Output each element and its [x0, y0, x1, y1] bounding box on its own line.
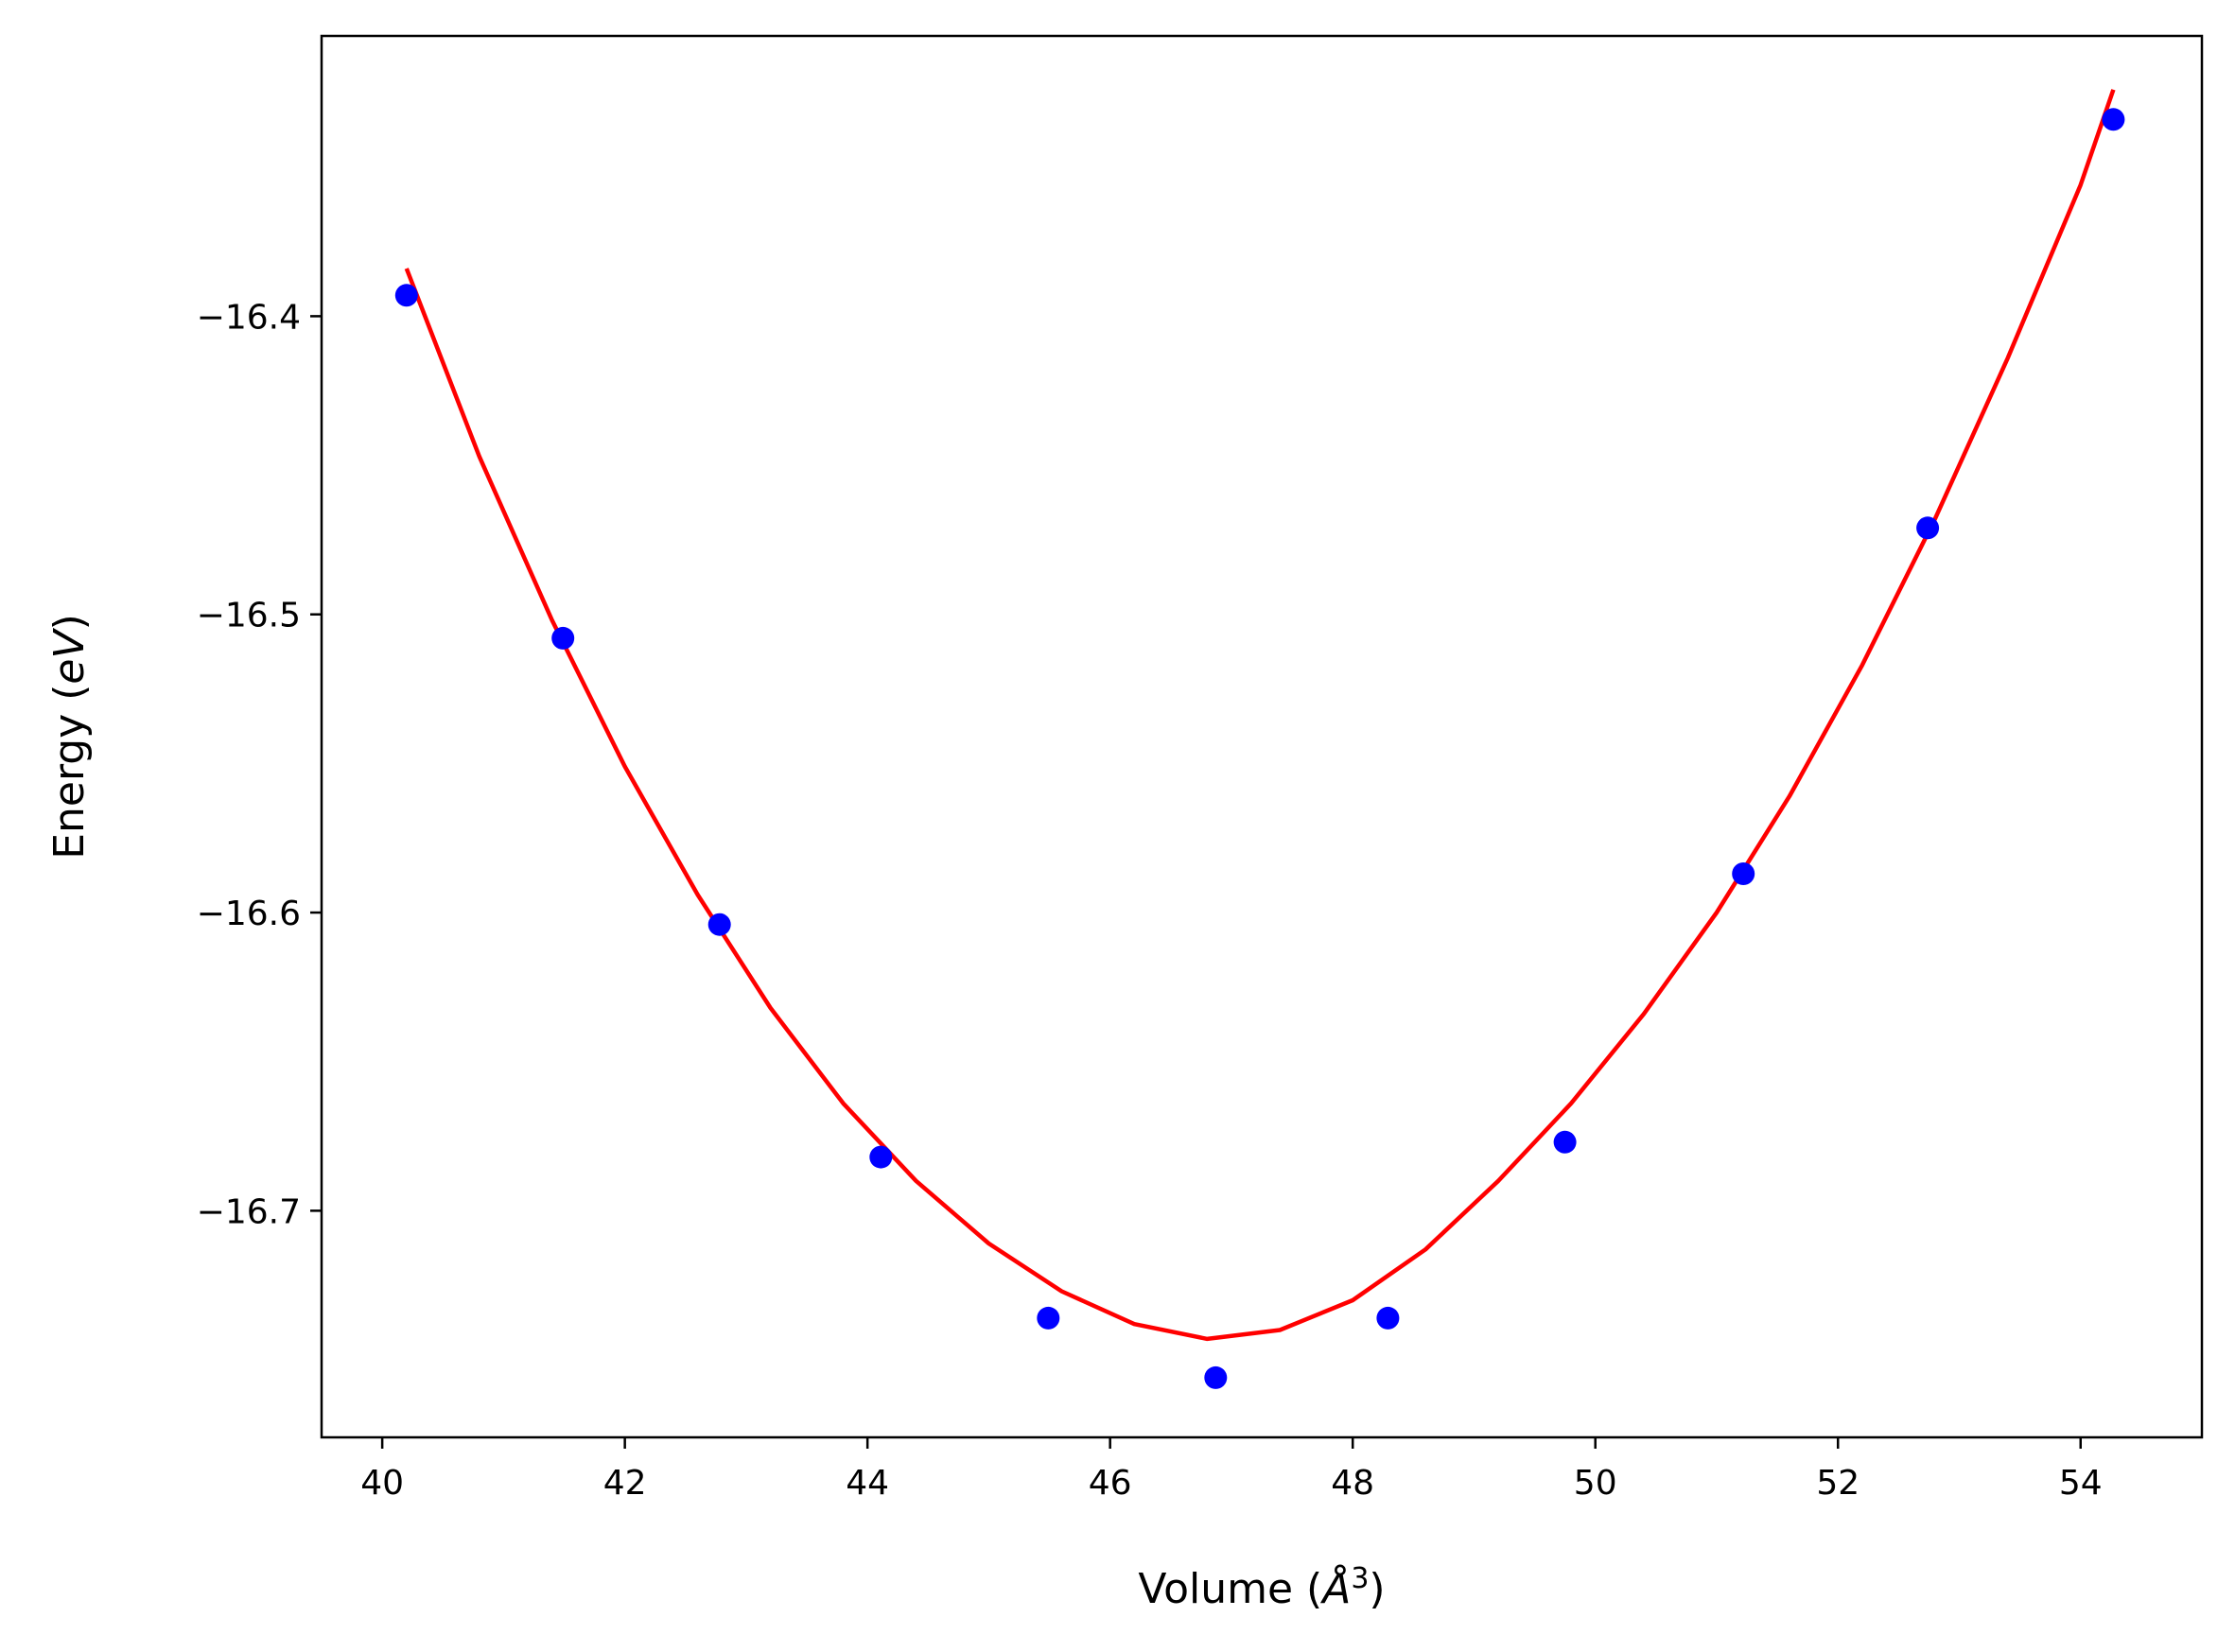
data-point: [394, 284, 418, 307]
x-tick-label: 54: [2059, 1464, 2103, 1503]
data-point: [1376, 1306, 1400, 1330]
y-tick-label: −16.7: [197, 1192, 301, 1231]
plot-frame: [320, 34, 2204, 1439]
y-tick-label: −16.4: [197, 298, 301, 337]
y-tick-label: −16.5: [197, 597, 301, 635]
data-point: [1204, 1365, 1228, 1389]
x-tick-label: 48: [1331, 1464, 1374, 1503]
y-axis-label: Energy (eV): [45, 614, 94, 860]
fit-curve-layer: [404, 89, 2116, 1342]
x-tick-label: 42: [603, 1464, 647, 1503]
data-point: [1916, 516, 1940, 540]
x-tick-label: 44: [846, 1464, 889, 1503]
x-tick-label: 52: [1816, 1464, 1860, 1503]
x-tick-label: 46: [1089, 1464, 1132, 1503]
fit-curve: [404, 89, 2116, 1342]
y-axis-ticks: −16.4 −16.5 −16.6 −16.7: [197, 298, 322, 1231]
data-point: [1553, 1130, 1577, 1154]
x-axis-label: Volume (Å3): [1138, 1562, 1385, 1613]
data-point: [1732, 862, 1755, 885]
data-points-layer: [394, 108, 2125, 1389]
data-point: [2102, 108, 2125, 131]
x-axis-ticks: 40 42 44 46 48 50 52 54: [360, 1437, 2103, 1503]
data-point: [869, 1145, 893, 1169]
y-tick-label: −16.6: [197, 895, 301, 933]
x-tick-label: 40: [360, 1464, 404, 1503]
x-tick-label: 50: [1574, 1464, 1617, 1503]
data-point: [707, 913, 731, 936]
data-point: [1037, 1306, 1060, 1330]
data-point: [551, 626, 575, 650]
